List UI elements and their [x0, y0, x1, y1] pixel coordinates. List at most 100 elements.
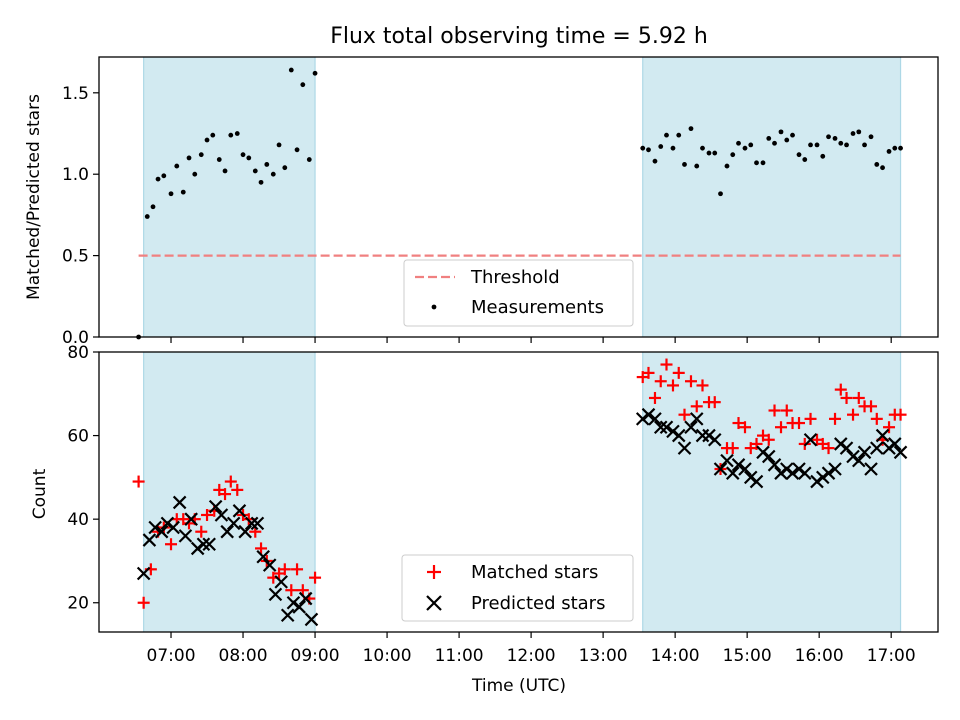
measurement-point [718, 191, 723, 197]
predicted-star-point [743, 470, 758, 485]
predicted-star-point [767, 458, 782, 472]
predicted-star-point [262, 558, 277, 572]
predicted-star-point [797, 466, 812, 480]
predicted-star-point [707, 432, 722, 447]
legend-predicted-swatch [426, 595, 442, 611]
ratio-x-ticks [170, 337, 892, 343]
predicted-star-point [821, 466, 836, 480]
measurement-point [808, 142, 813, 148]
matched-star-point [883, 421, 896, 434]
measurement-point [155, 176, 161, 182]
measurement-point [778, 129, 784, 135]
measurement-point [688, 126, 694, 132]
predicted-star-point [286, 595, 301, 610]
predicted-star-point [774, 466, 788, 480]
x-tick-label: 13:00 [579, 646, 628, 666]
count-y-axis-label: Count [30, 468, 50, 519]
predicted-star-point [232, 504, 247, 518]
predicted-star-point [172, 495, 187, 510]
ratio-legend: Threshold Measurements [403, 259, 634, 327]
matched-star-point [775, 421, 788, 434]
measurement-point [234, 131, 240, 136]
predicted-star-point [870, 441, 884, 455]
ratio-panel: 0.0 0.5 1.0 1.5 Matched/Predicted stars Thr… [24, 56, 939, 348]
predicted-star-point [888, 437, 902, 451]
y-tick-label: 60 [67, 427, 89, 447]
x-tick-label: 14:00 [651, 646, 700, 666]
measurement-point [868, 134, 874, 140]
matched-star-point [847, 408, 860, 421]
matched-star-point [132, 475, 145, 488]
legend-measurements-label: Measurements [471, 297, 604, 318]
predicted-star-point [731, 458, 746, 472]
matched-star-point [255, 542, 268, 555]
matched-star-point [834, 383, 847, 396]
ratio-plot-frame [98, 56, 939, 338]
measurement-point [168, 191, 174, 197]
measurement-point [880, 165, 885, 171]
predicted-star-point [785, 466, 800, 480]
measurement-point [192, 171, 198, 177]
measurement-point [282, 165, 288, 171]
observing-window-span [143, 57, 316, 337]
predicted-star-point [208, 499, 223, 514]
matched-star-point [165, 538, 178, 551]
predicted-star-point [833, 437, 848, 451]
predicted-star-point [635, 412, 650, 426]
matched-star-point [726, 442, 739, 455]
count-x-axis: 07:00 08:00 09:00 10:00 11:00 12:00 13:00 14:00… [147, 632, 916, 666]
x-tick-label: 16:00 [795, 646, 844, 666]
measurement-point [288, 67, 294, 73]
matched-star-point [137, 596, 150, 609]
predicted-star-point [875, 428, 890, 443]
predicted-star-point [641, 407, 656, 422]
predicted-star-point [749, 474, 764, 489]
measurement-point [228, 132, 234, 138]
matched-star-point [738, 421, 751, 434]
measurement-point [742, 145, 748, 151]
measurement-point [652, 158, 658, 164]
matched-star-point [750, 437, 763, 450]
x-tick-label: 07:00 [147, 646, 196, 666]
predicted-star-point [792, 462, 806, 476]
predicted-star-point [713, 462, 728, 476]
matched-star-point [654, 375, 667, 388]
observing-windows [143, 57, 902, 337]
y-tick-label: 1.5 [62, 84, 89, 104]
predicted-star-point [214, 508, 229, 522]
measurements-series [136, 67, 903, 340]
predicted-star-point [280, 608, 295, 623]
x-tick-label: 10:00 [363, 646, 412, 666]
x-axis-label: Time (UTC) [471, 676, 566, 696]
predicted-star-point [702, 428, 716, 443]
measurement-point [210, 132, 216, 138]
figure-title: Flux total observing time = 5.92 h [330, 24, 708, 49]
measurement-point [216, 157, 222, 162]
y-tick-label: 20 [67, 594, 89, 614]
matched-star-point [894, 408, 907, 421]
measurement-point [276, 142, 282, 148]
matched-star-point [793, 417, 806, 430]
y-tick-label: 1.0 [62, 165, 89, 185]
measurement-point [730, 152, 736, 158]
predicted-star-point [154, 524, 169, 539]
matched-star-point [672, 366, 685, 379]
matched-stars-series [132, 358, 907, 609]
measurement-point [694, 163, 700, 169]
ratio-y-axis: 0.0 0.5 1.0 1.5 [62, 84, 99, 348]
measurement-point [144, 214, 150, 219]
matched-star-point [224, 475, 237, 488]
predicted-star-point [292, 600, 306, 614]
matched-star-point [309, 571, 322, 584]
predicted-star-point [756, 445, 770, 460]
measurement-point [246, 155, 252, 161]
predicted-star-point [666, 424, 680, 439]
measurement-point [862, 142, 867, 148]
matched-star-point [660, 358, 673, 371]
measurement-point [682, 162, 687, 167]
measurement-point [240, 152, 246, 158]
matched-star-point [780, 404, 793, 417]
measurement-point [796, 152, 802, 158]
matched-star-point [696, 379, 709, 392]
